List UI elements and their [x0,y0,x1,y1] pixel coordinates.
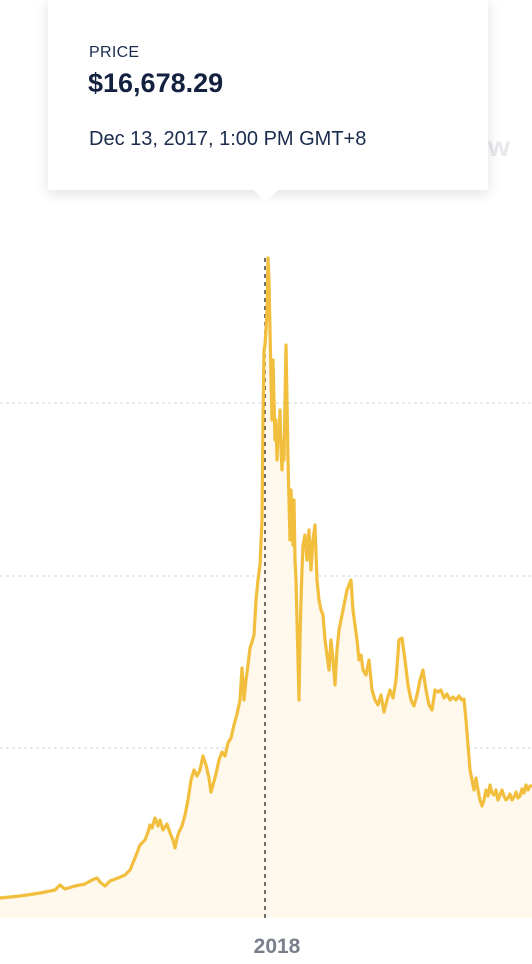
x-axis-tick-label: 2018 [254,935,301,958]
price-tooltip: PRICE $16,678.29 Dec 13, 2017, 1:00 PM G… [48,0,488,190]
obscured-text: w [488,131,510,163]
price-area-fill [0,258,532,918]
tooltip-price: $16,678.29 [88,68,223,99]
tooltip-pointer [253,189,279,203]
tooltip-date: Dec 13, 2017, 1:00 PM GMT+8 [89,128,366,151]
tooltip-label: PRICE [89,44,139,62]
